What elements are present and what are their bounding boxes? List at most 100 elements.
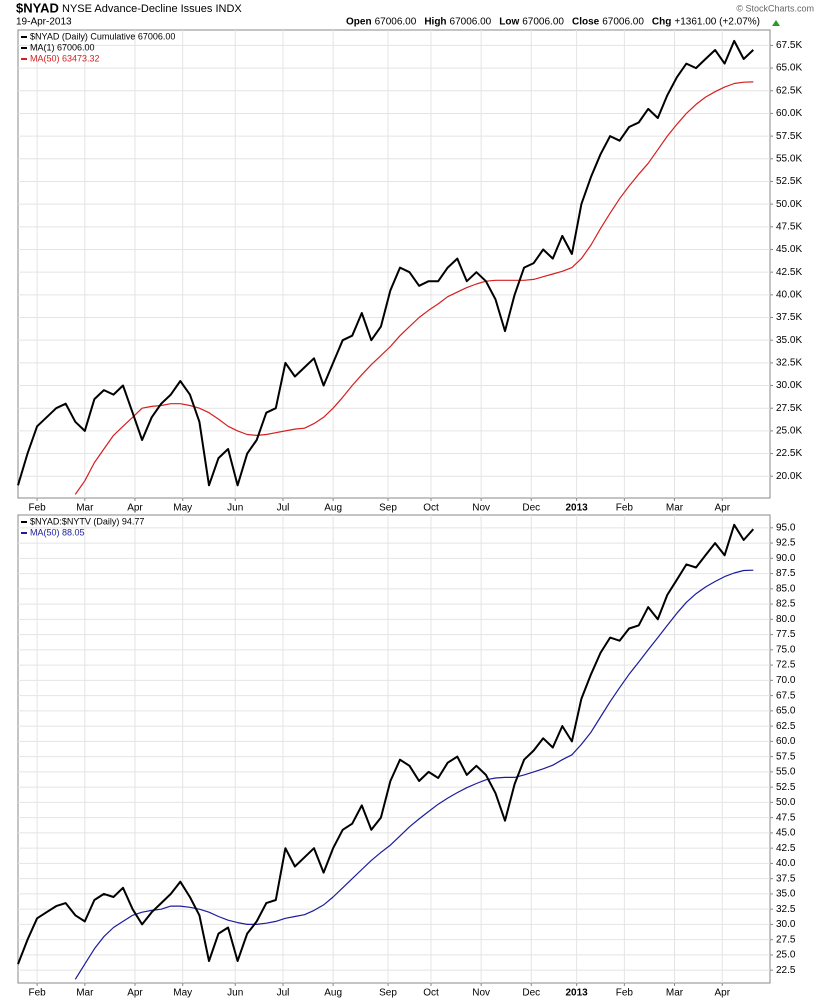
legend-label: $NYAD:$NYTV (Daily) 94.77 <box>30 516 144 526</box>
y-tick-label: 47.5 <box>776 812 796 823</box>
ohlc-label: Chg <box>652 17 671 28</box>
series-line <box>74 569 754 980</box>
x-tick-label: Mar <box>666 503 684 514</box>
description: NYSE Advance-Decline Issues INDX <box>62 3 242 15</box>
y-tick-label: 37.5K <box>776 312 802 323</box>
credit: © StockCharts.com <box>736 3 814 13</box>
x-tick-label: 2013 <box>566 988 589 999</box>
legend-label: MA(1) 67006.00 <box>30 42 95 52</box>
x-tick-label: Feb <box>28 503 46 514</box>
y-tick-label: 42.5 <box>776 843 796 854</box>
y-tick-label: 47.5K <box>776 221 802 232</box>
symbol: $NYAD <box>16 0 59 15</box>
ohlc: Open 67006.00 High 67006.00 Low 67006.00 Close… <box>346 17 760 28</box>
x-tick-label: Jul <box>277 503 290 514</box>
y-tick-label: 57.5 <box>776 751 796 762</box>
y-tick-label: 60.0 <box>776 736 796 747</box>
legend-label: MA(50) 88.05 <box>30 527 85 537</box>
y-tick-label: 67.5K <box>776 40 802 51</box>
legend-label: MA(50) 63473.32 <box>30 53 100 63</box>
up-arrow <box>772 20 780 26</box>
y-tick-label: 25.0 <box>776 950 796 961</box>
x-tick-label: Mar <box>76 503 94 514</box>
y-tick-label: 22.5 <box>776 965 796 976</box>
y-tick-label: 25.0K <box>776 426 802 437</box>
y-tick-label: 70.0 <box>776 675 796 686</box>
x-tick-label: Dec <box>522 988 540 999</box>
y-tick-label: 35.0 <box>776 889 796 900</box>
y-tick-label: 75.0 <box>776 644 796 655</box>
x-tick-label: Aug <box>324 988 342 999</box>
y-tick-label: 65.0K <box>776 63 802 74</box>
x-tick-label: May <box>173 503 192 514</box>
ohlc-label: Open <box>346 17 372 28</box>
x-tick-label: 2013 <box>566 503 589 514</box>
y-tick-label: 95.0 <box>776 522 796 533</box>
y-tick-label: 30.0 <box>776 919 796 930</box>
plot-frame <box>17 29 771 499</box>
y-tick-label: 42.5K <box>776 267 802 278</box>
y-tick-label: 52.5K <box>776 176 802 187</box>
y-tick-label: 37.5 <box>776 873 796 884</box>
series-line <box>17 39 754 487</box>
x-tick-label: May <box>173 988 192 999</box>
y-tick-label: 50.0K <box>776 199 802 210</box>
x-tick-label: Mar <box>76 988 94 999</box>
y-tick-label: 62.5K <box>776 85 802 96</box>
ohlc-label: High <box>424 17 446 28</box>
plot-frame <box>17 514 771 984</box>
y-tick-label: 32.5K <box>776 358 802 369</box>
y-tick-label: 90.0 <box>776 553 796 564</box>
y-tick-label: 55.0 <box>776 767 796 778</box>
ohlc-label: Low <box>499 17 519 28</box>
y-tick-label: 40.0 <box>776 858 796 869</box>
y-tick-label: 32.5 <box>776 904 796 915</box>
y-tick-label: 62.5 <box>776 721 796 732</box>
y-tick-label: 67.5 <box>776 690 796 701</box>
ohlc-value: 67006.00 <box>522 17 564 28</box>
y-tick-label: 45.0 <box>776 828 796 839</box>
x-tick-label: Nov <box>472 988 490 999</box>
x-tick-label: Apr <box>127 503 143 514</box>
y-tick-label: 20.0K <box>776 471 802 482</box>
y-tick-label: 45.0K <box>776 244 802 255</box>
x-tick-label: Mar <box>666 988 684 999</box>
y-tick-label: 77.5 <box>776 629 796 640</box>
ohlc-value: 67006.00 <box>375 17 417 28</box>
y-tick-label: 65.0 <box>776 706 796 717</box>
x-tick-label: Oct <box>423 503 439 514</box>
x-tick-label: Feb <box>616 503 634 514</box>
series-line <box>17 523 755 965</box>
y-tick-label: 40.0K <box>776 289 802 300</box>
y-tick-label: 60.0K <box>776 108 802 119</box>
y-tick-label: 35.0K <box>776 335 802 346</box>
x-tick-label: Oct <box>423 988 439 999</box>
x-tick-label: Nov <box>472 503 490 514</box>
x-tick-label: Jun <box>227 503 243 514</box>
x-tick-label: Sep <box>379 503 397 514</box>
y-tick-label: 27.5K <box>776 403 802 414</box>
y-tick-label: 30.0K <box>776 380 802 391</box>
y-tick-label: 57.5K <box>776 131 802 142</box>
x-tick-label: Apr <box>714 988 730 999</box>
y-tick-label: 92.5 <box>776 538 796 549</box>
x-tick-label: Aug <box>324 503 342 514</box>
ohlc-value: 67006.00 <box>602 17 644 28</box>
y-tick-label: 82.5 <box>776 599 796 610</box>
x-tick-label: Jun <box>227 988 243 999</box>
y-tick-label: 55.0K <box>776 153 802 164</box>
y-tick-label: 87.5 <box>776 568 796 579</box>
x-tick-label: Feb <box>616 988 634 999</box>
ohlc-value: 67006.00 <box>450 17 492 28</box>
y-tick-label: 27.5 <box>776 934 796 945</box>
x-tick-label: Jul <box>277 988 290 999</box>
y-tick-label: 85.0 <box>776 583 796 594</box>
y-tick-label: 52.5 <box>776 782 796 793</box>
ohlc-label: Close <box>572 17 600 28</box>
series-line <box>74 81 754 495</box>
y-tick-label: 80.0 <box>776 614 796 625</box>
y-tick-label: 22.5K <box>776 448 802 459</box>
x-tick-label: Apr <box>714 503 730 514</box>
y-tick-label: 50.0 <box>776 797 796 808</box>
